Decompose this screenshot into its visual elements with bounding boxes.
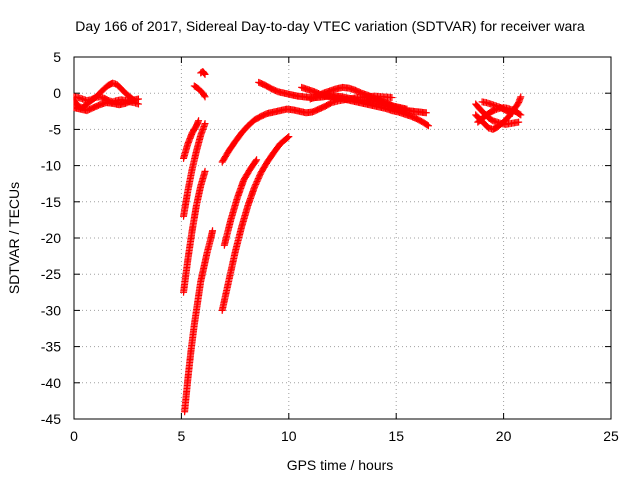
tick-labels: 0 5 10 15 20 25 5 0 -5 -10 -15 -20 -25 -30 -35 -40 -45 — [41, 49, 619, 444]
data-point — [388, 94, 396, 102]
data-point — [252, 157, 260, 165]
data-point — [285, 133, 293, 141]
series-arc-8 — [197, 67, 209, 78]
chart-title: Day 166 of 2017, Sidereal Day-to-day VTE… — [75, 18, 585, 34]
y-tick-label: -5 — [49, 121, 62, 137]
data-point — [508, 109, 516, 117]
series-arc-3 — [73, 95, 142, 115]
y-tick-label: -35 — [41, 339, 61, 355]
y-tick-label: 0 — [53, 85, 61, 101]
series-arc-7 — [181, 227, 217, 416]
series-arc-9 — [190, 82, 209, 101]
data-point — [517, 93, 525, 101]
y-tick-label: -45 — [41, 411, 61, 427]
data-point — [201, 120, 209, 128]
series-arc-4 — [180, 167, 209, 296]
data-point — [422, 109, 430, 117]
series-arc-14 — [298, 83, 432, 130]
x-tick-label: 20 — [496, 428, 512, 444]
data-point — [403, 105, 411, 113]
data-point — [424, 122, 432, 130]
data-point — [209, 227, 217, 235]
data-point — [201, 167, 209, 175]
series-arc-5 — [180, 120, 209, 220]
x-tick-label: 25 — [603, 428, 619, 444]
data-point — [516, 110, 524, 118]
series-arc-15 — [306, 83, 411, 113]
data-point — [134, 95, 142, 103]
data-point — [200, 69, 208, 77]
data-point — [200, 92, 208, 100]
x-tick-label: 5 — [178, 428, 186, 444]
y-tick-label: -15 — [41, 194, 61, 210]
data-point — [515, 118, 523, 126]
series-arc-6 — [180, 117, 203, 162]
series-arc-12 — [218, 133, 293, 314]
data-point — [201, 70, 209, 78]
series-arc-17 — [472, 93, 525, 133]
series-arc-19 — [478, 98, 516, 117]
x-tick-label: 0 — [70, 428, 78, 444]
data-points — [73, 67, 525, 416]
y-tick-label: -25 — [41, 266, 61, 282]
y-tick-label: -20 — [41, 230, 61, 246]
x-axis-title: GPS time / hours — [287, 457, 394, 473]
y-tick-label: -30 — [41, 302, 61, 318]
data-point — [284, 134, 292, 142]
data-point — [517, 111, 525, 119]
series-arc-11 — [220, 156, 261, 249]
plot-frame — [73, 56, 612, 420]
x-tick-label: 10 — [281, 428, 297, 444]
data-point — [423, 121, 431, 129]
y-tick-label: 5 — [53, 49, 61, 65]
x-tick-label: 15 — [388, 428, 404, 444]
y-axis-title: SDTVAR / TECUs — [6, 182, 22, 294]
data-point — [195, 117, 203, 125]
data-point — [201, 93, 209, 101]
y-tick-label: -40 — [41, 375, 61, 391]
data-point — [253, 156, 261, 164]
y-tick-label: -10 — [41, 158, 61, 174]
grid-lines — [74, 57, 611, 419]
